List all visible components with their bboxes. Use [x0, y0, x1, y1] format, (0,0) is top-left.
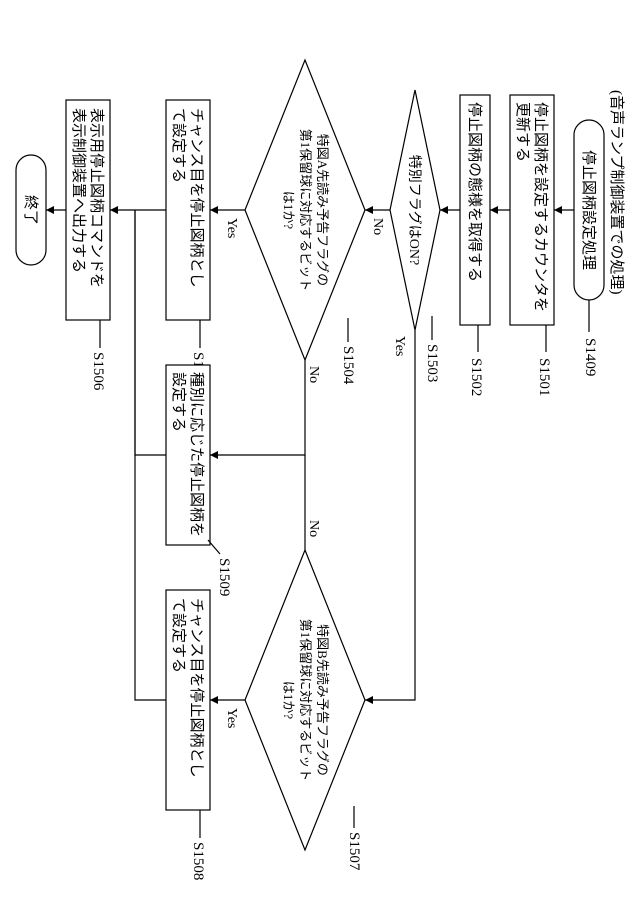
- ref-s1507: S1507: [346, 832, 362, 871]
- ref-s1504: S1504: [340, 346, 356, 385]
- end-label: 終了: [22, 195, 39, 225]
- s1507-no: No: [306, 520, 321, 537]
- s1508-l2: て設定する: [170, 598, 187, 673]
- step-s1501: 停止図柄を設定するカウンタを 更新する: [510, 95, 554, 325]
- s1503-text: 特別フラグはON?: [406, 155, 422, 265]
- s1507-l1: 特図B先読み予告フラグの: [315, 624, 330, 776]
- decision-s1504: 特図A先読み予告フラグの 第1保留球に対応するビット は1か?: [245, 60, 365, 360]
- s1504-no: No: [306, 366, 321, 383]
- action-s1506: 表示用停止図柄コマンドを 表示制御装置へ出力する: [66, 100, 110, 320]
- s1503-yes: Yes: [392, 336, 407, 356]
- s1505-l2: て設定する: [170, 108, 187, 183]
- action-s1508: チャンス目を停止図柄とし て設定する: [166, 590, 210, 810]
- action-s1509: 種別に応じた停止図柄を 設定する: [166, 365, 210, 545]
- decision-s1507: 特図B先読み予告フラグの 第1保留球に対応するビット は1か?: [245, 550, 365, 850]
- start-label: 停止図柄設定処理: [580, 150, 597, 270]
- ref-s1501: S1501: [536, 358, 552, 396]
- s1506-l1: 表示用停止図柄コマンドを: [88, 108, 105, 288]
- decision-s1503: 特別フラグはON?: [390, 90, 440, 330]
- s1502-line1: 停止図柄の態様を取得する: [466, 102, 483, 282]
- header-text: (音声ランプ制御装置での処理): [608, 90, 626, 295]
- s1509-l1: 種別に応じた停止図柄を: [188, 372, 205, 537]
- s1507-l3: は1か?: [281, 681, 296, 720]
- s1504-yes: Yes: [224, 218, 239, 238]
- step-s1502: 停止図柄の態様を取得する: [460, 95, 490, 325]
- s1509-l2: 設定する: [170, 372, 187, 432]
- s1508-l1: チャンス目を停止図柄とし: [188, 598, 205, 778]
- s1503-no: No: [370, 218, 385, 235]
- s1504-l2: 第1保留球に対応するビット: [298, 129, 313, 292]
- s1501-line1: 停止図柄を設定するカウンタを: [532, 102, 549, 312]
- ref-s1506: S1506: [90, 352, 106, 391]
- end-node: 終了: [16, 155, 46, 265]
- ref-s1509: S1509: [216, 558, 232, 596]
- start-node: 停止図柄設定処理: [574, 120, 604, 300]
- ref-s1409: S1409: [582, 338, 598, 376]
- s1504-l1: 特図A先読み予告フラグの: [315, 134, 330, 286]
- action-s1505: チャンス目を停止図柄とし て設定する: [166, 100, 210, 320]
- s1507-yes: Yes: [224, 708, 239, 728]
- ref-s1503: S1503: [424, 344, 440, 382]
- s1504-l3: は1か?: [281, 191, 296, 230]
- s1506-l2: 表示制御装置へ出力する: [70, 108, 87, 273]
- ref-s1508: S1508: [190, 842, 206, 880]
- s1505-l1: チャンス目を停止図柄とし: [188, 108, 205, 288]
- s1507-l2: 第1保留球に対応するビット: [298, 619, 313, 782]
- ref-s1502: S1502: [468, 358, 484, 396]
- s1501-line2: 更新する: [514, 102, 531, 162]
